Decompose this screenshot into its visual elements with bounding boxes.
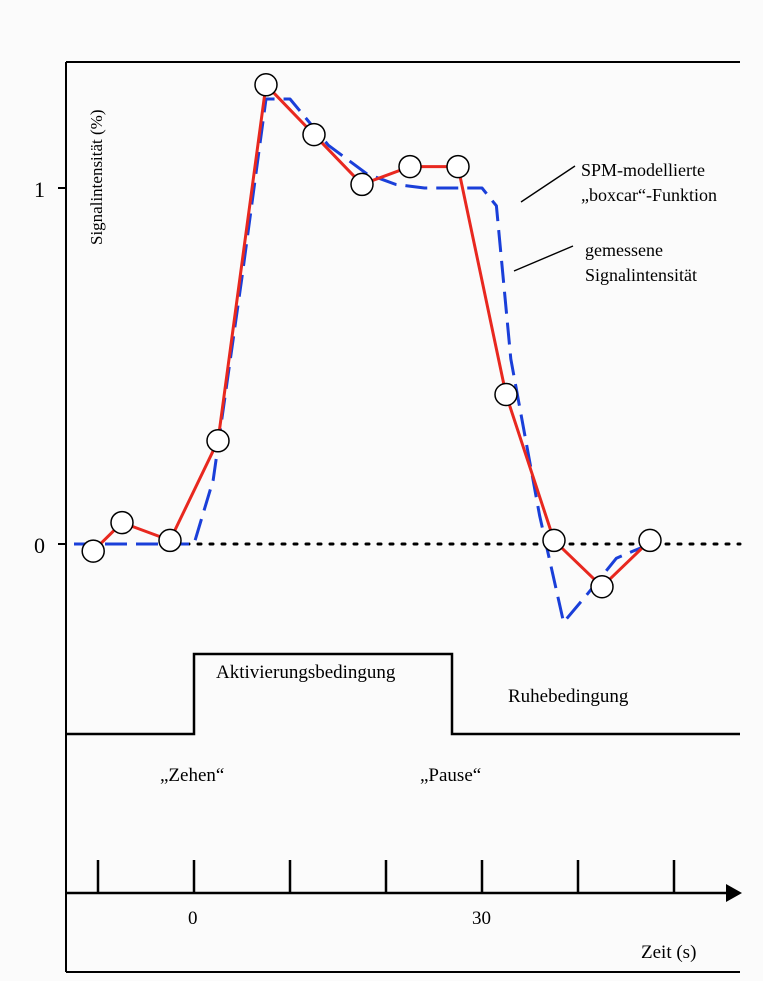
measured-point	[302, 122, 326, 147]
boxcar-model-line	[74, 97, 651, 624]
activation-label: Aktivierungsbedingung	[216, 662, 396, 683]
x-axis-arrowhead	[726, 884, 742, 902]
measured-point	[398, 154, 422, 179]
measured-point	[590, 574, 614, 599]
marker-layer	[81, 73, 662, 599]
measured-label-line2: Signalintensität	[585, 265, 697, 285]
measured-signal-line	[92, 83, 652, 589]
y-axis-label: Signalintensität (%)	[87, 109, 106, 245]
measured-point	[206, 429, 230, 453]
zehen-label: „Zehen“	[160, 765, 224, 786]
measured-point	[638, 528, 662, 553]
measured-point	[542, 528, 566, 553]
x-tick-label-30: 30	[472, 908, 491, 929]
boxcar-label-line2: „boxcar“-Funktion	[581, 185, 717, 205]
measured-point	[81, 539, 105, 563]
pause-label: „Pause“	[420, 765, 481, 786]
boxcar-label-line1: SPM-modellierte	[581, 160, 705, 180]
measured-point	[446, 154, 470, 179]
condition-boxcar-line	[66, 652, 740, 736]
measured-point	[110, 510, 134, 535]
x-tick-layer	[96, 860, 676, 893]
measured-point	[350, 172, 374, 197]
measured-label-line1: gemessene	[585, 240, 663, 260]
measured-point	[494, 382, 518, 407]
measured-point	[254, 73, 278, 97]
rest-label: Ruhebedingung	[508, 686, 629, 707]
x-tick-label-0: 0	[188, 908, 198, 929]
boxcar-leader-line	[520, 165, 576, 203]
y-tick-label-1: 1	[34, 177, 45, 202]
x-axis-label: Zeit (s)	[641, 942, 696, 963]
measured-point	[158, 528, 182, 553]
measured-leader-line	[513, 245, 574, 272]
y-tick-label-0: 0	[34, 533, 45, 558]
